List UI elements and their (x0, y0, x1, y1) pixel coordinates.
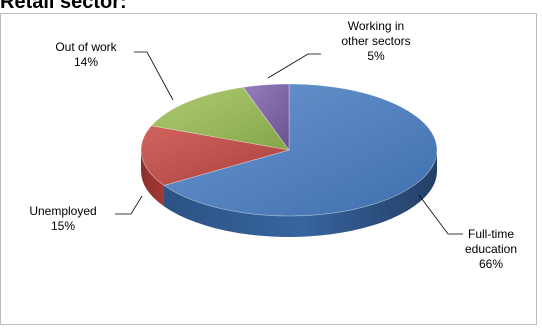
leader-line-working-in-other-sectors (267, 53, 321, 79)
leader-lines (115, 51, 463, 235)
chart-area: Full-time education 66% Unemployed 15% Out of… (0, 13, 537, 325)
page-title: Retail sector: (0, 0, 127, 13)
pie-slice-working-in-other-sectors (242, 83, 290, 151)
leader-line-out-of-work (134, 51, 174, 101)
data-label-full-time-education: Full-time education 66% (465, 227, 517, 271)
pie-slice-full-time-education (163, 83, 438, 217)
pie-slices (140, 83, 438, 237)
data-label-unemployed: Unemployed 15% (29, 204, 96, 233)
pie-side-full-time-education (164, 150, 437, 237)
data-label-working-in-other-sectors: Working in other sectors 5% (341, 19, 410, 63)
leader-line-unemployed (115, 195, 143, 215)
data-labels: Full-time education 66% Unemployed 15% Out of… (29, 19, 517, 271)
pie-slice-unemployed (140, 125, 290, 186)
pie-side-unemployed (141, 150, 165, 207)
data-label-out-of-work: Out of work 14% (55, 40, 117, 69)
leader-line-full-time-education (418, 194, 463, 235)
pie-chart: Full-time education 66% Unemployed 15% Out of… (29, 19, 517, 271)
